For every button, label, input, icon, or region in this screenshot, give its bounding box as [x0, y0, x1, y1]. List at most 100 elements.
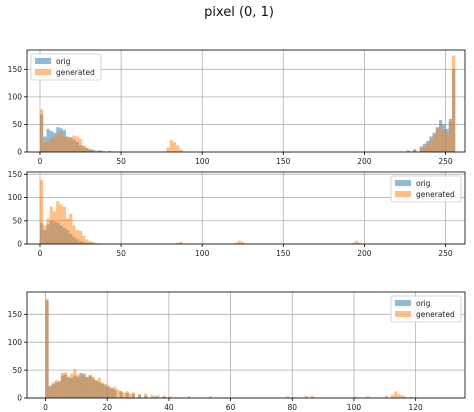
y-tick-label: 150	[8, 170, 23, 179]
legend: orig generated	[30, 53, 102, 81]
histogram-bar-generated	[384, 395, 388, 398]
figure-title: pixel (0, 1)	[204, 5, 274, 20]
histogram-bar-generated	[168, 396, 172, 398]
histogram-bar-generated	[72, 225, 76, 244]
subplot-1: 0 50 100 150 200 250 0 50 100 150 orig generated	[8, 49, 466, 166]
histogram-bar-generated	[104, 384, 108, 398]
legend-swatch-orig	[395, 300, 411, 306]
histogram-bar-generated	[43, 142, 47, 152]
y-tick-label: 100	[8, 193, 23, 202]
histogram-bar-generated	[419, 147, 423, 152]
histogram-bar-generated	[125, 391, 129, 398]
histogram-bar-generated	[413, 149, 417, 152]
histogram-bar-generated	[65, 218, 70, 244]
histogram-bar-generated	[85, 239, 89, 244]
histogram-bar-generated	[241, 242, 245, 244]
histogram-bar-generated	[70, 373, 74, 398]
x-tick-label: 120	[408, 403, 423, 412]
histogram-bar-generated	[442, 129, 446, 152]
histogram-bar-generated	[144, 393, 148, 398]
y-tick-label: 150	[8, 310, 23, 319]
histogram-bar-generated	[150, 395, 154, 398]
histogram-bar-generated	[97, 377, 102, 398]
histogram-bar-generated	[60, 372, 65, 398]
histogram-bar-generated	[176, 242, 180, 244]
histogram-bar-generated	[82, 235, 86, 244]
legend-swatch-generated	[395, 311, 411, 317]
histogram-bar-generated	[432, 135, 436, 152]
histogram-bar-generated	[57, 381, 61, 398]
x-tick-label: 0	[38, 157, 43, 166]
x-tick-label: 150	[276, 249, 291, 258]
histogram-bar-generated	[56, 133, 60, 152]
histogram-bar-generated	[79, 375, 83, 398]
histogram-bar-generated	[128, 393, 132, 398]
histogram-bar-generated	[452, 55, 456, 152]
histogram-bar-generated	[54, 380, 58, 398]
x-tick-label: 200	[357, 249, 372, 258]
histogram-bar-generated	[78, 230, 83, 244]
y-tick-label: 0	[17, 240, 22, 249]
histogram-bar-orig	[98, 150, 102, 152]
histogram-bar-generated	[73, 368, 77, 398]
x-tick-label: 80	[287, 403, 297, 412]
histogram-bar-generated	[76, 374, 80, 398]
histogram-bar-generated	[397, 394, 401, 398]
histogram-bar-generated	[429, 139, 433, 152]
histogram-bar-generated	[353, 396, 358, 398]
histogram-bar-orig	[46, 128, 50, 152]
legend-label-generated: generated	[416, 190, 455, 199]
histogram-bar-generated	[354, 240, 358, 244]
histogram-bar-generated	[48, 386, 52, 398]
histogram-bar-generated	[78, 138, 83, 152]
histogram-bar-generated	[59, 131, 63, 152]
histogram-bar-generated	[82, 145, 86, 152]
y-tick-label: 50	[12, 216, 22, 225]
histogram-bar-generated	[122, 392, 126, 398]
histogram-bar-generated	[39, 109, 44, 152]
x-tick-label: 100	[347, 403, 362, 412]
histogram-bar-generated	[95, 150, 99, 152]
x-tick-label: 100	[195, 157, 210, 166]
histogram-bar-generated	[46, 140, 50, 152]
histogram-bar-generated	[400, 395, 404, 398]
histogram-bar-orig	[91, 149, 96, 152]
histogram-bar-generated	[46, 218, 50, 244]
histogram-bar-generated	[107, 385, 111, 398]
histogram-bar-generated	[310, 395, 314, 398]
histogram-bar-orig	[108, 150, 112, 152]
x-tick-label: 150	[276, 157, 291, 166]
histogram-bar-generated	[91, 242, 96, 244]
histogram-bar-generated	[403, 396, 407, 398]
histogram-bar-generated	[445, 132, 449, 152]
histogram-bar-generated	[119, 391, 123, 398]
histogram-bar-generated	[169, 139, 173, 152]
histogram-bar-generated	[51, 382, 55, 398]
x-tick-label: 50	[116, 157, 126, 166]
legend-label-orig: orig	[56, 57, 71, 66]
x-tick-label: 20	[102, 403, 112, 412]
legend-label-generated: generated	[56, 68, 95, 77]
histogram-bar-generated	[357, 242, 362, 244]
histogram-bar-generated	[85, 377, 89, 398]
histogram-bar-generated	[65, 137, 70, 152]
x-tick-label: 250	[438, 249, 453, 258]
histogram-bar-generated	[179, 149, 183, 152]
histogram-bar-generated	[88, 241, 92, 244]
histogram-bar-generated	[208, 396, 213, 398]
histogram-bar-generated	[187, 396, 191, 398]
histogram-bar-generated	[91, 376, 95, 398]
x-tick-label: 100	[195, 249, 210, 258]
y-tick-label: 100	[8, 338, 23, 347]
histogram-bar-orig	[406, 150, 410, 152]
histogram-bar-generated	[72, 135, 76, 152]
histogram-bar-generated	[101, 150, 105, 152]
histogram-bar-generated	[52, 211, 57, 244]
histogram-bar-generated	[439, 125, 443, 152]
legend-swatch-generated	[35, 69, 51, 75]
histogram-bar-generated	[75, 230, 79, 244]
legend: orig generated	[390, 295, 462, 323]
histogram-bar-generated	[448, 121, 453, 152]
histogram-bar-generated	[101, 382, 105, 398]
histogram-bar-generated	[95, 243, 99, 244]
